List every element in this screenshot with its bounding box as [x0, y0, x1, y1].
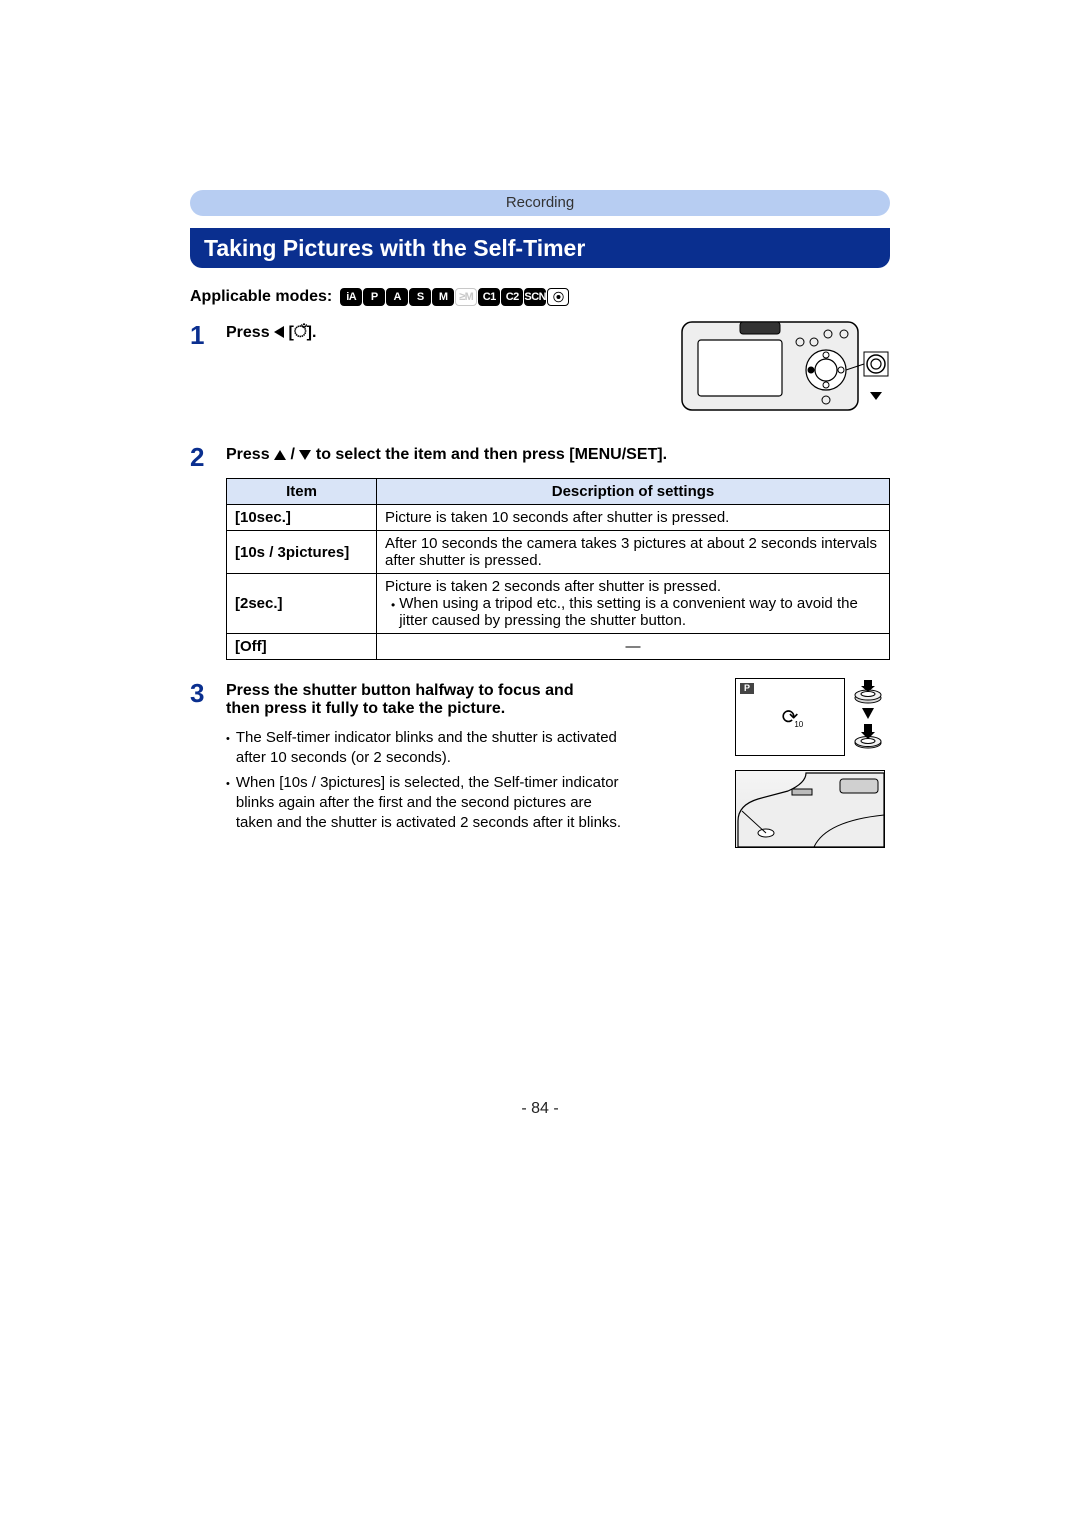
full-press-icon: [853, 723, 883, 749]
list-item: • When [10s / 3pictures] is selected, th…: [226, 773, 626, 834]
step-3-illustrations: P ⟳ 10: [735, 678, 890, 848]
step-1-title: Press [ਁ].: [226, 320, 666, 342]
manual-page: Recording Taking Pictures with the Self-…: [190, 190, 890, 848]
table-row: [Off] —: [227, 634, 890, 660]
step-number: 1: [190, 320, 212, 418]
applicable-modes-label: Applicable modes:: [190, 288, 332, 306]
mode-chip-c1: C1: [478, 288, 500, 306]
table-cell-item: [2sec.]: [227, 574, 377, 634]
lcd-screen-illustration: P ⟳ 10: [735, 678, 845, 756]
step-1-text-a: Press: [226, 324, 274, 341]
mode-chip-creative: ⦿: [547, 288, 569, 306]
table-cell-item: [10sec.]: [227, 505, 377, 531]
half-press-icon: [853, 678, 883, 704]
bullet-text: When [10s / 3pictures] is selected, the …: [236, 773, 626, 834]
section-band: Recording: [190, 190, 890, 216]
up-arrow-icon: [274, 450, 286, 460]
table-header-desc: Description of settings: [377, 479, 890, 505]
mode-chip-c2: C2: [501, 288, 523, 306]
title-band: Taking Pictures with the Self-Timer: [190, 228, 890, 268]
step-1: 1 Press [ਁ].: [190, 320, 890, 418]
mode-icons: iA P A S M ≥M C1 C2 SCN ⦿: [340, 288, 569, 306]
step-2-text-c: to select the item and then press [MENU/…: [316, 446, 667, 463]
step-3-bullets: • The Self-timer indicator blinks and th…: [226, 728, 626, 833]
step-3-title: Press the shutter button halfway to focu…: [226, 678, 606, 718]
down-arrow-icon: [299, 450, 311, 460]
mode-chip-a: A: [386, 288, 408, 306]
table-cell-desc: After 10 seconds the camera takes 3 pict…: [377, 531, 890, 574]
step-2-text-b: /: [291, 446, 295, 463]
step-2: 2 Press / to select the item and then pr…: [190, 442, 890, 660]
table-row: [10s / 3pictures] After 10 seconds the c…: [227, 531, 890, 574]
table-cell-item: [Off]: [227, 634, 377, 660]
mode-chip-p: P: [363, 288, 385, 306]
table-cell-desc: —: [377, 634, 890, 660]
bullet-dot: •: [226, 728, 236, 769]
step-number: 2: [190, 442, 212, 660]
mode-chip-scn: SCN: [524, 288, 546, 306]
bullet-dot: •: [391, 595, 399, 629]
table-cell-desc-line1: Picture is taken 2 seconds after shutter…: [385, 578, 881, 595]
page-title: Taking Pictures with the Self-Timer: [204, 235, 585, 262]
table-cell-desc-bullet: • When using a tripod etc., this setting…: [385, 595, 881, 629]
step-2-title: Press / to select the item and then pres…: [226, 442, 890, 464]
mode-chip-ia: iA: [340, 288, 362, 306]
mode-chip-movie: ≥M: [455, 288, 477, 306]
step-1-bracket-close: ].: [307, 324, 317, 341]
shutter-press-illustration: [853, 678, 883, 749]
camera-back-illustration: [680, 320, 890, 418]
bullet-dot: •: [226, 773, 236, 834]
applicable-modes-row: Applicable modes: iA P A S M ≥M C1 C2 SC…: [190, 288, 890, 306]
settings-table: Item Description of settings [10sec.] Pi…: [226, 478, 890, 660]
step-2-text-a: Press: [226, 446, 274, 463]
table-row: [2sec.] Picture is taken 2 seconds after…: [227, 574, 890, 634]
table-header-item: Item: [227, 479, 377, 505]
table-cell-item: [10s / 3pictures]: [227, 531, 377, 574]
section-label: Recording: [506, 194, 574, 211]
mode-chip-m: M: [432, 288, 454, 306]
lcd-mode-badge: P: [740, 683, 754, 694]
timer-seconds-label: 10: [794, 720, 803, 729]
list-item: • The Self-timer indicator blinks and th…: [226, 728, 626, 769]
page-number: - 84 -: [0, 1100, 1080, 1118]
table-cell-desc: Picture is taken 10 seconds after shutte…: [377, 505, 890, 531]
table-row: [10sec.] Picture is taken 10 seconds aft…: [227, 505, 890, 531]
bullet-text: The Self-timer indicator blinks and the …: [236, 728, 626, 769]
self-timer-icon: ਁ: [294, 324, 307, 341]
left-arrow-icon: [274, 326, 284, 338]
camera-front-illustration: [735, 770, 885, 848]
down-arrow-icon: [862, 708, 874, 719]
table-cell-desc-bullet-text: When using a tripod etc., this setting i…: [399, 595, 881, 629]
step-number: 3: [190, 678, 212, 848]
step-3: 3 Press the shutter button halfway to fo…: [190, 678, 890, 848]
table-cell-desc: Picture is taken 2 seconds after shutter…: [377, 574, 890, 634]
mode-chip-s: S: [409, 288, 431, 306]
